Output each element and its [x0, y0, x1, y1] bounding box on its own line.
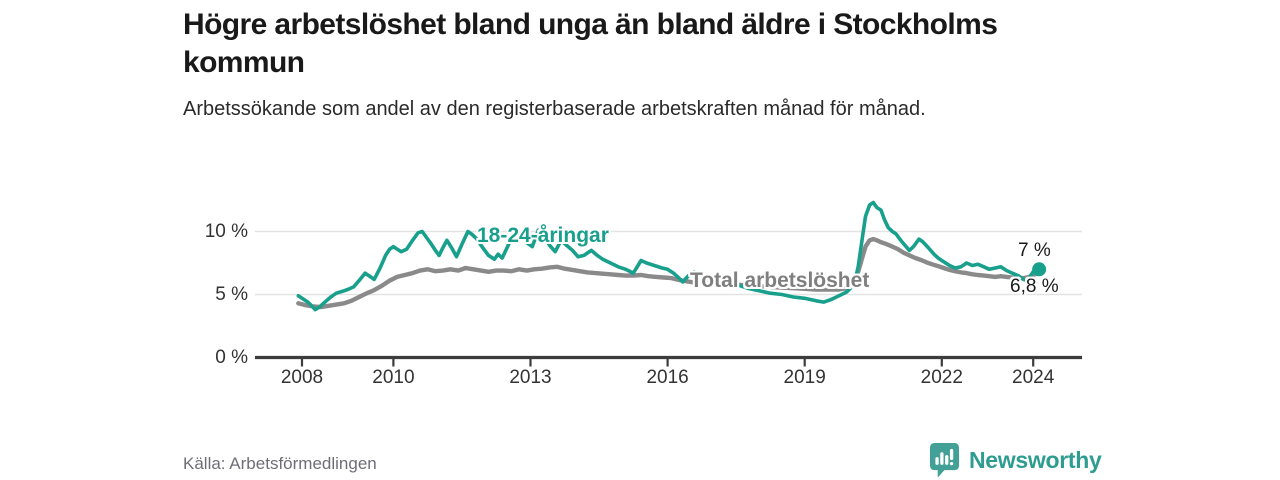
x-tick-label: 2019: [783, 367, 826, 388]
total-series-line: [296, 236, 1042, 310]
newsworthy-wordmark: Newsworthy: [969, 446, 1102, 473]
x-tick-label: 2024: [1012, 367, 1055, 388]
young-series-label: 18-24-åringar: [477, 224, 609, 247]
chart-subtitle: Arbetssökande som andel av den registerb…: [183, 98, 926, 120]
source-note: Källa: Arbetsförmedlingen: [183, 454, 377, 473]
total-latest-value: 6,8 %: [1010, 276, 1059, 297]
x-tick-label: 2013: [509, 367, 552, 388]
x-tick-label: 2008: [280, 367, 324, 388]
chart-title: Högre arbetslöshet bland unga än bland ä…: [183, 8, 998, 79]
latest-point-dot: [1032, 262, 1047, 277]
bar-chart-speech-bubble-icon: [929, 443, 960, 478]
x-tick-label: 2010: [372, 367, 415, 388]
y-tick-label: 5 %: [215, 283, 248, 305]
y-tick-label: 10 %: [204, 220, 248, 242]
young-latest-value: 7 %: [1018, 240, 1051, 261]
x-tick-label: 2016: [646, 367, 689, 388]
total-series-label: Total arbetslöshet: [690, 269, 870, 292]
newsworthy-logo: Newsworthy: [929, 442, 1102, 478]
x-tick-label: 2022: [920, 367, 963, 388]
y-tick-label: 0 %: [215, 346, 248, 368]
young-series-line: [296, 200, 1041, 312]
